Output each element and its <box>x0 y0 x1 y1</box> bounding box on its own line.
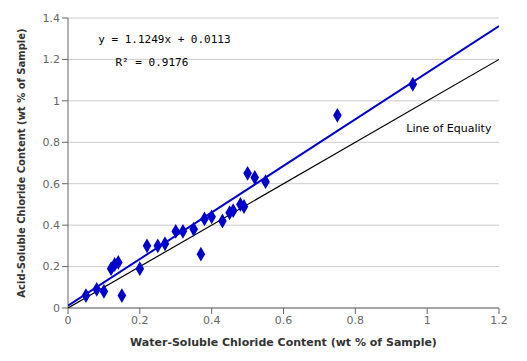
svg-text:0.4: 0.4 <box>43 219 61 232</box>
svg-text:0.8: 0.8 <box>43 136 61 149</box>
svg-text:1.2: 1.2 <box>43 53 61 66</box>
svg-text:1.2: 1.2 <box>490 314 508 327</box>
svg-text:0: 0 <box>65 314 72 327</box>
svg-text:0.6: 0.6 <box>275 314 293 327</box>
svg-text:Water-Soluble Chloride Content: Water-Soluble Chloride Content (wt % of … <box>130 336 437 349</box>
svg-text:1: 1 <box>424 314 431 327</box>
svg-text:1: 1 <box>53 95 60 108</box>
svg-text:0.6: 0.6 <box>43 178 61 191</box>
svg-text:Acid-Soluble Chloride Content: Acid-Soluble Chloride Content (wt % of S… <box>16 28 27 297</box>
svg-text:0.2: 0.2 <box>131 314 149 327</box>
svg-text:0: 0 <box>53 302 60 315</box>
svg-text:0.4: 0.4 <box>203 314 221 327</box>
html-text:y = 1.1249x + 0.0113: y = 1.1249x + 0.0113 <box>98 32 231 46</box>
svg-text:1.4: 1.4 <box>43 12 61 25</box>
html-text:R² = 0.9176: R² = 0.9176 <box>115 55 189 69</box>
svg-text:0.2: 0.2 <box>43 260 61 273</box>
svg-text:0.8: 0.8 <box>347 314 365 327</box>
html-text:Line of Equality: Line of Equality <box>406 122 492 136</box>
